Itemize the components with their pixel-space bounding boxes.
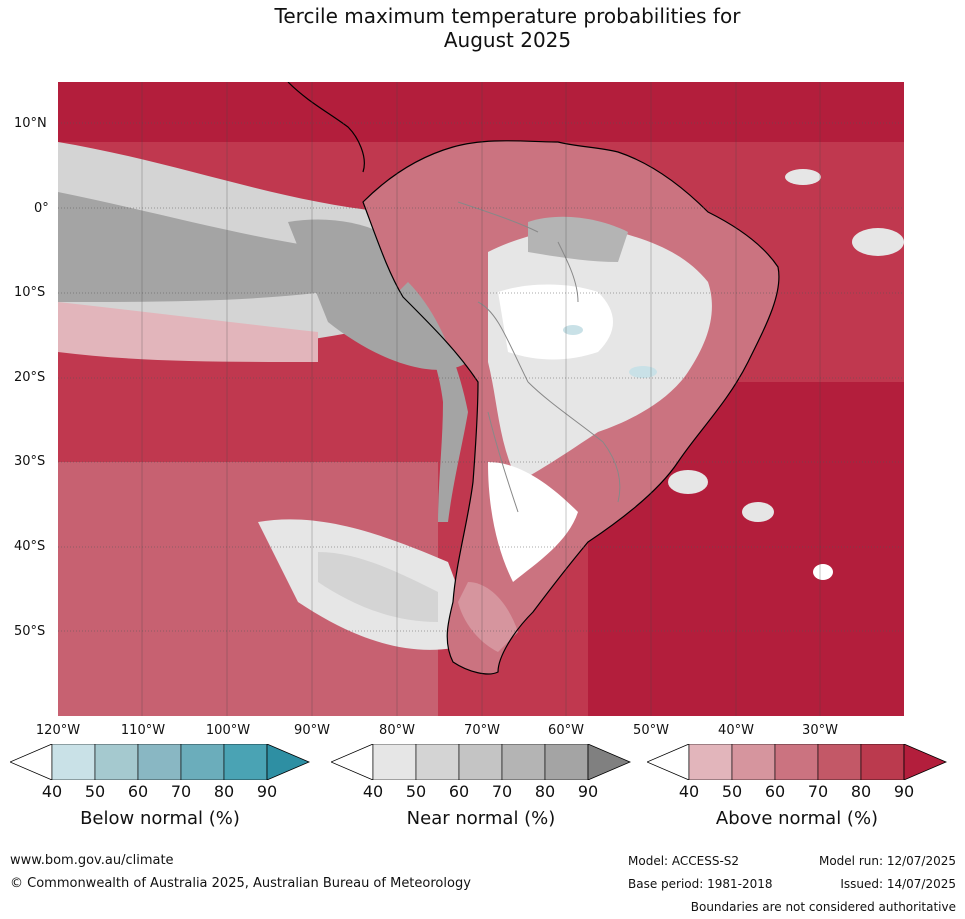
lon-label-120w: 120°W — [35, 723, 81, 738]
colorbar-near-tick: 80 — [534, 782, 556, 801]
lat-label-0: 0° — [34, 201, 49, 216]
colorbar-near-tick: 40 — [362, 782, 384, 801]
colorbar-above-tick: 40 — [678, 782, 700, 801]
colorbar-above-tick: 60 — [764, 782, 786, 801]
colorbar-near-tick: 70 — [491, 782, 513, 801]
lat-label-40s: 40°S — [14, 539, 46, 554]
colorbar-below-tick: 80 — [213, 782, 235, 801]
model-run-text: Model run: 12/07/2025 — [818, 854, 956, 868]
colorbar-above — [647, 744, 947, 780]
lat-label-20s: 20°S — [14, 370, 46, 385]
colorbar-above-swatch — [860, 744, 905, 780]
lon-label-90w: 90°W — [294, 723, 330, 738]
lon-label-50w: 50°W — [633, 723, 669, 738]
probability-map[interactable] — [58, 82, 904, 716]
colorbar-above-tick: 50 — [721, 782, 743, 801]
colorbar-below-tick: 40 — [41, 782, 63, 801]
lon-label-110w: 110°W — [120, 723, 166, 738]
colorbar-above-swatch — [817, 744, 862, 780]
colorbar-near-tick: 60 — [448, 782, 470, 801]
colorbar-below-swatch — [180, 744, 225, 780]
colorbar-below-tick: 60 — [127, 782, 149, 801]
colorbar-near-title: Near normal (%) — [406, 808, 556, 829]
colorbar-above-swatch — [774, 744, 819, 780]
lon-label-80w: 80°W — [379, 723, 415, 738]
title-line-1: Tercile maximum temperature probabilitie… — [274, 4, 741, 28]
colorbar-below-title: Below normal (%) — [80, 808, 240, 829]
website-link[interactable]: www.bom.gov.au/climate — [10, 853, 174, 868]
disclaimer-text: Boundaries are not considered authoritat… — [690, 900, 956, 914]
colorbar-below — [10, 744, 310, 780]
issued-text: Issued: 14/07/2025 — [840, 877, 956, 891]
colorbar-above-tick: 80 — [850, 782, 872, 801]
lat-label-10s: 10°S — [14, 285, 46, 300]
colorbar-near-tick: 50 — [405, 782, 427, 801]
lat-label-30s: 30°S — [14, 454, 46, 469]
colorbar-near — [331, 744, 631, 780]
lat-label-10n: 10°N — [14, 116, 47, 131]
map-canvas — [58, 82, 904, 716]
lon-label-100w: 100°W — [205, 723, 251, 738]
title-line-2: August 2025 — [443, 28, 572, 52]
lon-label-60w: 60°W — [548, 723, 584, 738]
colorbar-below-swatch — [94, 744, 139, 780]
colorbar-below-tick: 90 — [256, 782, 278, 801]
colorbar-below-swatch — [51, 744, 96, 780]
colorbar-below-tick: 70 — [170, 782, 192, 801]
colorbar-below-swatch — [137, 744, 182, 780]
colorbar-above-swatch — [731, 744, 776, 780]
colorbar-below-swatch — [223, 744, 268, 780]
lat-label-50s: 50°S — [14, 624, 46, 639]
colorbar-near-swatch — [458, 744, 503, 780]
map-title: Tercile maximum temperature probabilitie… — [0, 4, 965, 52]
colorbar-below-tick: 50 — [84, 782, 106, 801]
copyright-text: © Commonwealth of Australia 2025, Austra… — [10, 876, 471, 891]
colorbar-near-swatch — [415, 744, 460, 780]
lon-label-30w: 30°W — [802, 723, 838, 738]
colorbar-near-swatch — [501, 744, 546, 780]
colorbar-above-title: Above normal (%) — [715, 808, 879, 829]
lon-label-40w: 40°W — [718, 723, 754, 738]
colorbar-above-swatch — [688, 744, 733, 780]
base-period-text: Base period: 1981-2018 — [628, 877, 773, 891]
colorbar-near-swatch — [372, 744, 417, 780]
lon-label-70w: 70°W — [464, 723, 500, 738]
colorbar-near-tick: 90 — [577, 782, 599, 801]
model-text: Model: ACCESS-S2 — [628, 854, 740, 868]
colorbar-above-tick: 90 — [893, 782, 915, 801]
colorbar-near-swatch — [544, 744, 589, 780]
colorbar-above-tick: 70 — [807, 782, 829, 801]
